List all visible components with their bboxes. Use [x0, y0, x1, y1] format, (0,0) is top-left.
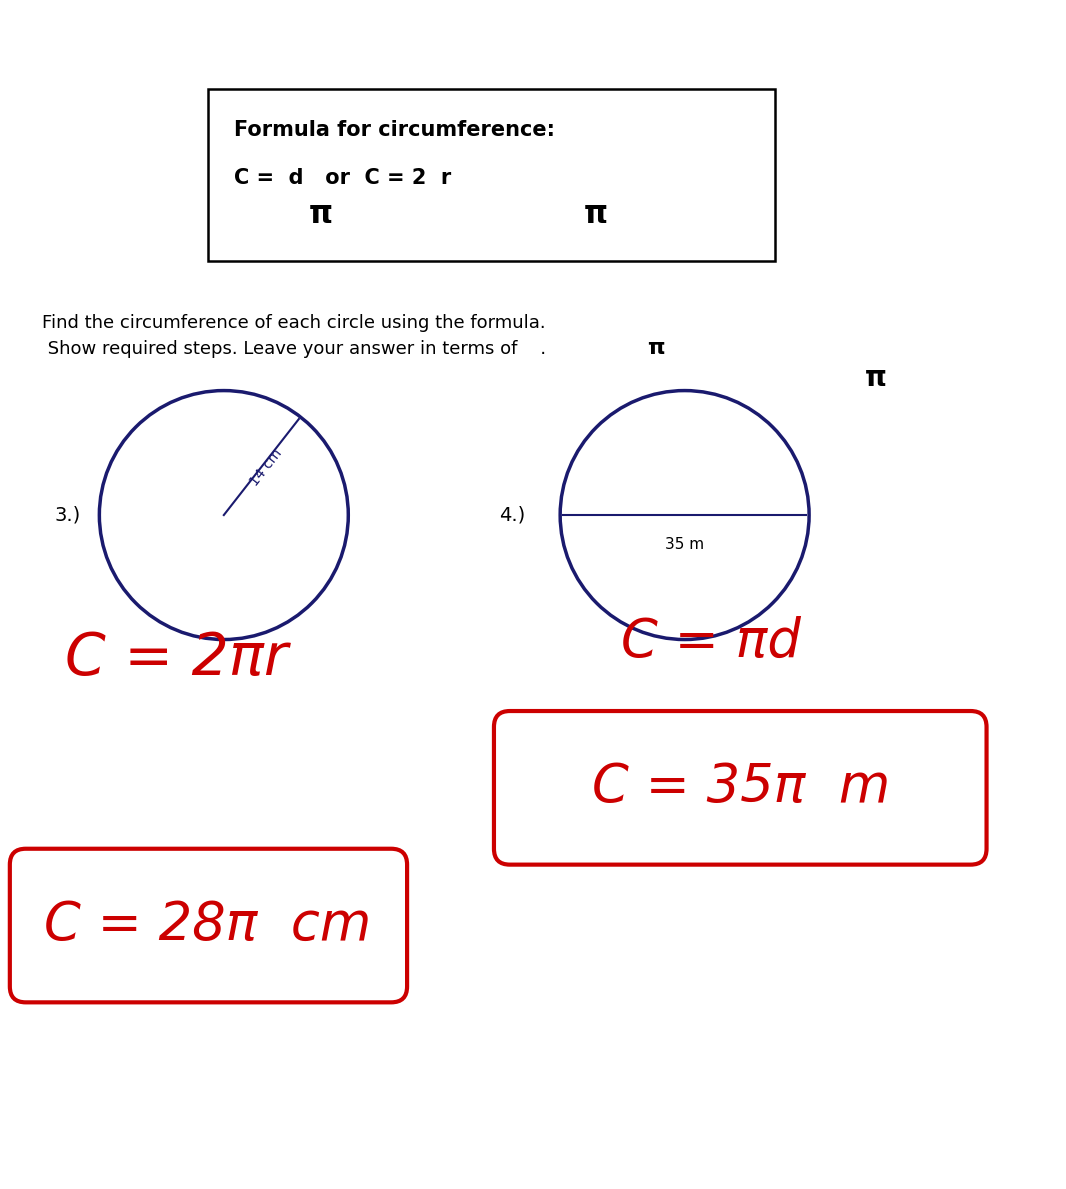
Text: Formula for circumference:: Formula for circumference:: [235, 120, 555, 140]
Text: Show required steps. Leave your answer in terms of    .: Show required steps. Leave your answer i…: [42, 340, 546, 358]
Text: 3.): 3.): [54, 505, 81, 524]
Text: C = 35π  m: C = 35π m: [592, 761, 890, 813]
Text: π: π: [584, 201, 608, 229]
Text: 4.): 4.): [499, 505, 526, 524]
Ellipse shape: [99, 390, 349, 640]
Text: C = 2πr: C = 2πr: [65, 629, 288, 686]
Text: π: π: [647, 338, 665, 358]
Text: Find the circumference of each circle using the formula.: Find the circumference of each circle us…: [42, 314, 545, 332]
Text: π: π: [865, 364, 887, 391]
Text: 14 cm: 14 cm: [247, 446, 286, 489]
Text: C = πd: C = πd: [621, 616, 801, 668]
FancyBboxPatch shape: [208, 89, 775, 260]
Text: 35 m: 35 m: [665, 537, 705, 552]
Text: π: π: [308, 201, 333, 229]
FancyBboxPatch shape: [10, 849, 407, 1002]
Text: C = 28π  cm: C = 28π cm: [45, 899, 372, 951]
FancyBboxPatch shape: [494, 711, 986, 864]
Ellipse shape: [560, 390, 809, 640]
Text: C =  d   or  C = 2  r: C = d or C = 2 r: [235, 168, 452, 188]
